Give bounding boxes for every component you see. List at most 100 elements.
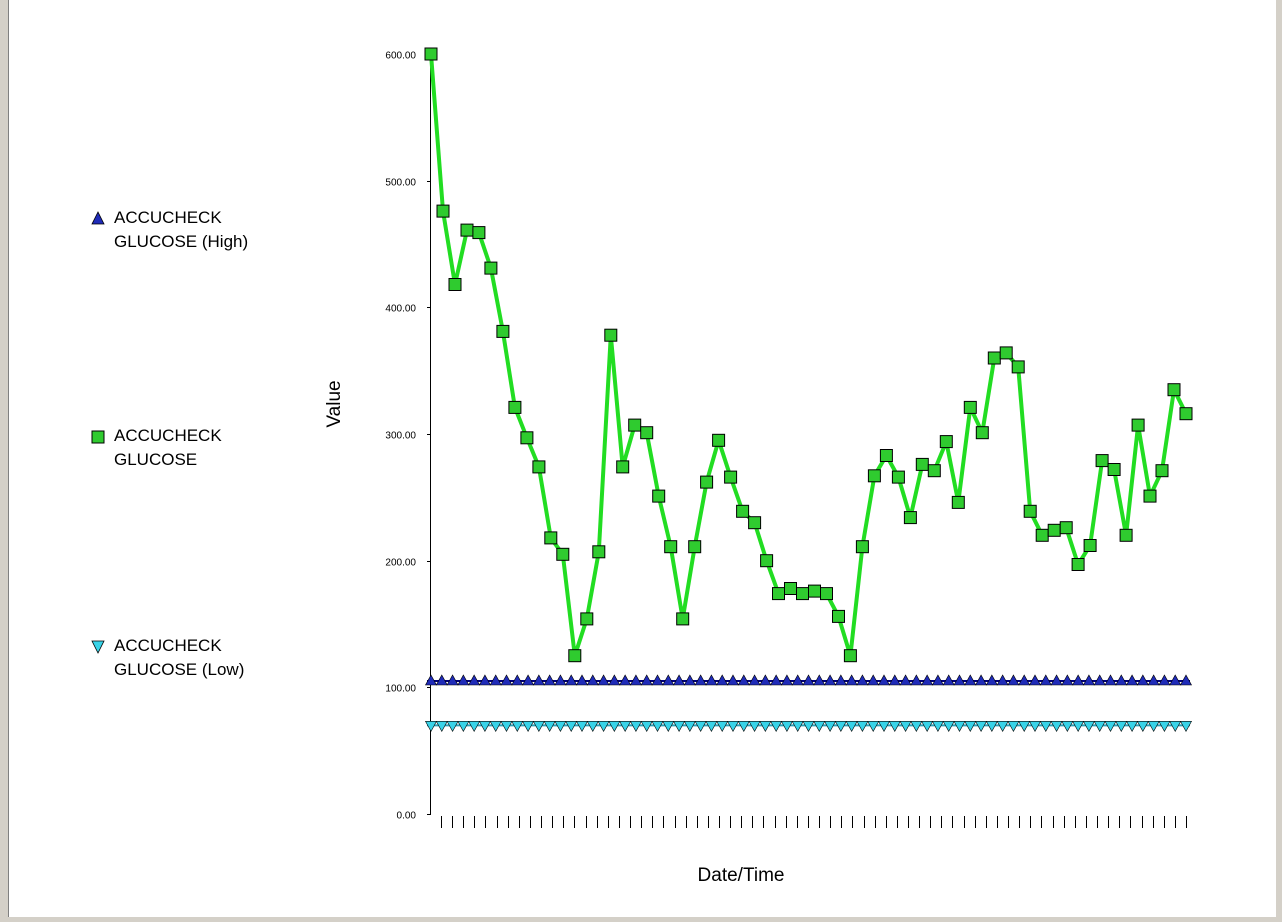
low-marker — [1072, 721, 1085, 732]
legend-low-line1: ACCUCHECK — [114, 636, 222, 655]
glucose-marker — [1071, 558, 1085, 571]
low-marker — [640, 721, 653, 732]
high-marker — [1082, 674, 1095, 686]
low-marker — [1115, 721, 1128, 732]
glucose-marker — [1143, 489, 1157, 503]
low-marker — [522, 721, 535, 732]
y-tick-label: 400.00 — [385, 304, 416, 315]
high-marker — [910, 674, 923, 686]
high-marker — [975, 674, 988, 686]
high-marker — [608, 674, 621, 686]
high-marker — [1093, 674, 1106, 686]
frame-bottom-bevel — [0, 917, 1282, 922]
low-marker — [726, 721, 740, 732]
low-marker — [565, 721, 578, 732]
low-marker — [791, 721, 804, 732]
low-marker — [1147, 721, 1160, 732]
low-marker — [457, 721, 470, 732]
high-marker — [1169, 674, 1182, 686]
low-marker — [1136, 721, 1149, 732]
high-marker — [1007, 674, 1020, 686]
high-marker — [716, 674, 729, 686]
high-marker — [640, 674, 653, 686]
glucose-marker — [1179, 407, 1193, 421]
high-marker — [435, 674, 448, 686]
high-marker — [532, 674, 545, 686]
high-marker — [586, 674, 599, 686]
legend-glucose-line1: ACCUCHECK — [114, 426, 222, 445]
glucose-marker — [496, 324, 510, 338]
glucose-marker — [796, 587, 809, 601]
series-glucose — [424, 47, 1193, 663]
high-marker — [985, 674, 998, 686]
high-marker — [565, 674, 578, 686]
legend-high-line1: ACCUCHECK — [114, 208, 222, 227]
high-marker — [683, 674, 696, 686]
high-marker — [575, 674, 589, 686]
glucose-marker — [676, 612, 690, 626]
high-marker — [1028, 674, 1042, 686]
square-icon — [91, 430, 105, 444]
low-marker — [468, 721, 481, 732]
low-marker — [888, 721, 901, 732]
glucose-marker — [1083, 539, 1097, 552]
legend-glucose-line2: GLUCOSE — [114, 450, 198, 469]
y-tick-label: 300.00 — [385, 431, 416, 442]
glucose-marker — [975, 426, 989, 440]
low-marker — [780, 721, 793, 732]
high-marker — [424, 674, 438, 686]
glucose-marker — [903, 511, 917, 525]
glucose-marker — [604, 328, 618, 342]
legend-item-high: ACCUCHECK GLUCOSE (High) — [88, 206, 284, 254]
glucose-marker — [879, 449, 893, 462]
high-marker — [921, 674, 934, 686]
high-marker — [770, 674, 783, 686]
high-marker — [1050, 674, 1063, 686]
glucose-marker — [915, 457, 929, 471]
glucose-marker — [508, 400, 522, 414]
low-marker — [1050, 721, 1063, 732]
glucose-marker — [520, 431, 534, 445]
glucose-marker — [1131, 418, 1145, 432]
high-marker — [478, 674, 491, 686]
low-marker — [586, 721, 599, 732]
legend-low-line2: GLUCOSE (Low) — [114, 660, 245, 679]
low-marker — [1126, 721, 1139, 732]
glucose-marker — [1023, 504, 1037, 518]
low-marker — [845, 721, 858, 732]
glucose-marker — [712, 433, 726, 447]
high-marker — [500, 674, 513, 686]
high-marker — [996, 674, 1009, 686]
high-marker — [1147, 674, 1160, 686]
low-marker — [748, 721, 761, 732]
frame-left-bevel — [0, 0, 8, 922]
low-marker — [867, 721, 880, 732]
frame-right-bevel — [1276, 0, 1282, 922]
high-marker — [543, 674, 556, 686]
low-marker — [629, 721, 642, 732]
low-marker — [619, 721, 632, 732]
low-marker — [953, 721, 966, 732]
high-marker — [1072, 674, 1085, 686]
high-marker — [877, 674, 891, 686]
glucose-marker — [855, 540, 869, 554]
low-marker — [694, 721, 707, 732]
glucose-marker — [999, 346, 1013, 360]
low-marker — [554, 721, 567, 732]
glucose-marker — [820, 587, 833, 601]
high-marker — [856, 674, 869, 686]
low-marker — [759, 721, 772, 732]
high-marker — [457, 674, 470, 686]
glucose-marker — [1155, 464, 1169, 478]
high-marker — [446, 674, 459, 686]
low-marker — [1104, 721, 1117, 732]
glucose-marker — [724, 470, 738, 484]
low-marker — [1007, 721, 1020, 732]
triangle-down-icon — [91, 640, 105, 654]
high-marker — [489, 674, 502, 686]
high-marker — [1115, 674, 1128, 686]
low-marker — [500, 721, 513, 732]
high-marker — [554, 674, 567, 686]
